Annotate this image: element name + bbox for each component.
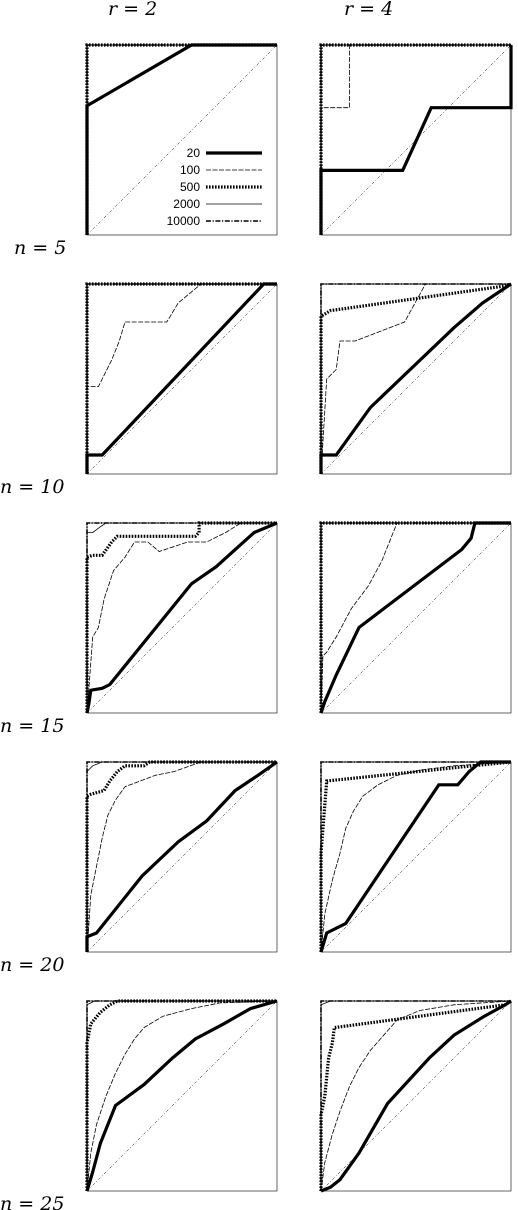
- panel-r2n25: [85, 999, 278, 1192]
- series-line-100: [320, 283, 511, 475]
- series-line-20: [85, 999, 278, 1192]
- series-line-100: [320, 522, 511, 714]
- panel-frame: [86, 283, 278, 475]
- row-label-n10: n = 10: [0, 476, 64, 498]
- series-line-500: [85, 760, 277, 952]
- series-line-20: [85, 760, 278, 952]
- legend-label-2000: 2000: [173, 197, 200, 211]
- row-label-n15: n = 15: [0, 715, 64, 737]
- row-label-n20: n = 20: [0, 954, 64, 976]
- diagonal-reference-line: [86, 283, 278, 475]
- diagonal-reference-line: [320, 1000, 512, 1192]
- series-line-20: [85, 521, 278, 714]
- diagonal-reference-line: [86, 1000, 278, 1192]
- panel-r4n25: [319, 999, 512, 1193]
- panel-frame: [320, 44, 512, 236]
- series-line-100: [86, 761, 277, 953]
- series-line-20: [319, 760, 511, 953]
- panel-frame: [86, 1000, 278, 1192]
- panel-r2n20: [85, 760, 278, 953]
- column-labels: r = 2 r = 4: [108, 0, 393, 20]
- column-label-r4: r = 4: [344, 0, 393, 20]
- panel-r2n10: [85, 282, 278, 475]
- diagonal-reference-line: [86, 761, 278, 953]
- series-line-100: [320, 1000, 512, 1192]
- legend-label-20: 20: [187, 146, 201, 160]
- row-label-n25: n = 25: [0, 1193, 64, 1210]
- series-line-20: [319, 521, 511, 714]
- panel-frame: [320, 1000, 512, 1192]
- series-line-500: [319, 760, 512, 952]
- diagonal-reference-line: [320, 761, 512, 953]
- series-line-100: [320, 761, 512, 953]
- diagonal-reference-line: [320, 522, 512, 714]
- panel-frame: [320, 761, 512, 953]
- diagonal-reference-line: [86, 522, 278, 714]
- series-line-100: [86, 1000, 278, 1192]
- panel-r4n5: [319, 43, 513, 236]
- panel-frame: [86, 761, 278, 953]
- diagonal-reference-line: [320, 283, 512, 475]
- series-line-100: [86, 522, 277, 714]
- column-label-r2: r = 2: [108, 0, 157, 20]
- panel-r2n5: [85, 43, 278, 236]
- series-line-500: [319, 999, 512, 1191]
- panel-frame: [86, 522, 278, 714]
- legend-label-500: 500: [180, 180, 200, 194]
- series-line-100: [86, 283, 277, 474]
- series-line-20: [320, 999, 512, 1193]
- panel-r2n15: [85, 521, 278, 714]
- panels: [85, 43, 513, 1193]
- panel-frame: [320, 283, 512, 475]
- row-labels: n = 5 n = 10 n = 15 n = 20 n = 25: [0, 237, 66, 1210]
- panel-r4n20: [319, 760, 512, 953]
- panel-frame: [86, 44, 278, 236]
- legend-label-10000: 10000: [167, 214, 201, 228]
- row-label-n5: n = 5: [14, 237, 66, 259]
- legend: 20 100 500 2000 10000: [167, 146, 262, 228]
- panel-r4n15: [319, 521, 512, 714]
- panel-r4n10: [319, 282, 512, 475]
- legend-label-100: 100: [180, 163, 200, 177]
- panel-frame: [320, 522, 512, 714]
